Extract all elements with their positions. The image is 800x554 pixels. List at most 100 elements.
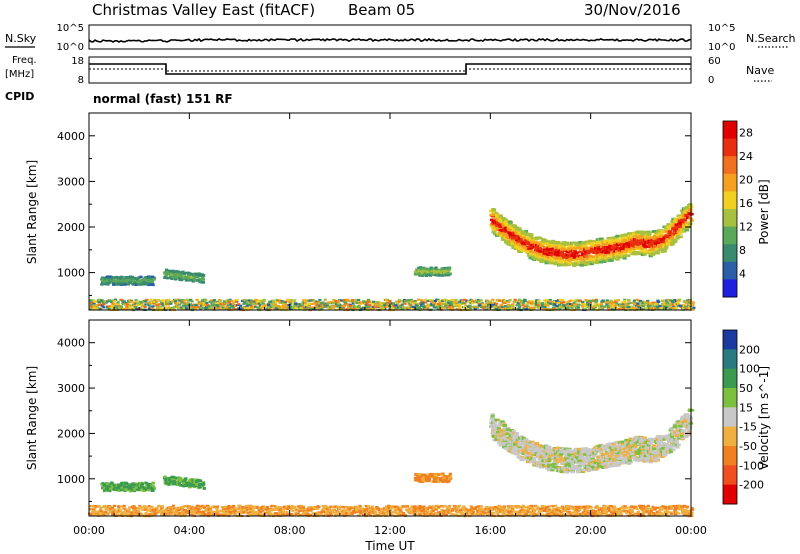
data-cell bbox=[607, 307, 611, 310]
data-cell bbox=[493, 226, 498, 229]
data-cell bbox=[617, 249, 622, 252]
data-cell bbox=[668, 240, 673, 243]
data-cell bbox=[532, 308, 536, 311]
data-cell bbox=[315, 303, 319, 306]
data-cell bbox=[471, 302, 475, 305]
cpid-label: CPID bbox=[5, 90, 34, 103]
data-cell bbox=[334, 303, 339, 306]
data-cell bbox=[505, 432, 510, 436]
data-cell bbox=[485, 305, 489, 308]
data-cell bbox=[102, 278, 106, 281]
data-cell bbox=[529, 252, 534, 256]
data-cell bbox=[547, 245, 552, 249]
data-cell bbox=[371, 307, 375, 310]
data-cell bbox=[500, 420, 505, 423]
data-cell bbox=[493, 426, 498, 430]
data-cell bbox=[546, 253, 551, 257]
data-cell bbox=[549, 451, 554, 455]
data-cell bbox=[662, 250, 667, 253]
data-cell bbox=[532, 250, 537, 254]
data-cell bbox=[576, 306, 581, 309]
data-cell bbox=[547, 457, 553, 461]
data-cell bbox=[217, 307, 221, 310]
data-cell bbox=[671, 242, 676, 245]
data-cell bbox=[400, 300, 404, 303]
data-cell bbox=[665, 240, 670, 243]
data-cell bbox=[357, 303, 361, 306]
data-cell bbox=[618, 457, 623, 460]
data-cell bbox=[417, 269, 421, 272]
data-cell bbox=[503, 438, 508, 441]
data-cell bbox=[599, 450, 604, 453]
data-cell bbox=[586, 303, 590, 306]
data-cell bbox=[587, 307, 592, 310]
data-cell bbox=[161, 302, 165, 305]
data-cell bbox=[152, 278, 156, 281]
data-cell bbox=[138, 303, 142, 306]
data-cell bbox=[556, 301, 561, 304]
data-cell bbox=[639, 301, 643, 304]
data-cell bbox=[501, 301, 505, 304]
data-cell bbox=[574, 303, 578, 306]
data-cell bbox=[568, 244, 573, 248]
data-cell bbox=[553, 460, 558, 464]
data-cell bbox=[600, 250, 605, 254]
data-cell bbox=[165, 307, 169, 310]
nave-label: Nave bbox=[746, 64, 774, 77]
data-cell bbox=[676, 302, 680, 305]
data-cell bbox=[631, 452, 636, 456]
data-cell bbox=[576, 307, 580, 310]
data-cell bbox=[569, 450, 574, 453]
data-cell bbox=[491, 432, 496, 436]
data-cell bbox=[538, 247, 543, 251]
data-cell bbox=[544, 245, 549, 249]
data-cell bbox=[449, 299, 453, 302]
data-cell bbox=[568, 453, 573, 457]
data-cell bbox=[243, 299, 247, 302]
data-cell bbox=[365, 301, 369, 304]
data-cell bbox=[590, 457, 595, 461]
data-cell bbox=[464, 304, 468, 307]
data-cell bbox=[529, 447, 534, 450]
data-cell bbox=[628, 460, 633, 464]
data-cell bbox=[111, 276, 115, 279]
data-cell bbox=[598, 253, 603, 256]
colorbar-tick-label: 4 bbox=[739, 268, 746, 281]
data-cell bbox=[547, 453, 552, 456]
data-cell bbox=[655, 250, 660, 253]
data-cell bbox=[256, 305, 260, 308]
data-cell bbox=[193, 308, 198, 311]
data-cell bbox=[120, 283, 124, 286]
data-cell bbox=[513, 240, 518, 244]
data-cell bbox=[649, 306, 653, 310]
data-cell bbox=[494, 432, 499, 436]
data-cell bbox=[364, 305, 368, 308]
data-cell bbox=[136, 300, 140, 303]
data-cell bbox=[247, 302, 251, 305]
data-cell bbox=[246, 304, 250, 307]
data-cell bbox=[113, 298, 118, 301]
data-cell bbox=[374, 304, 378, 307]
data-cell bbox=[631, 306, 635, 310]
data-cell bbox=[274, 305, 279, 308]
data-cell bbox=[113, 306, 117, 309]
data-cell bbox=[612, 457, 617, 461]
data-cell bbox=[549, 302, 553, 305]
data-cell bbox=[492, 420, 497, 423]
power-data bbox=[88, 203, 696, 312]
data-cell bbox=[183, 277, 187, 280]
data-cell bbox=[233, 299, 237, 302]
data-cell bbox=[532, 449, 537, 453]
data-cell bbox=[199, 301, 203, 304]
data-cell bbox=[541, 459, 546, 463]
data-cell bbox=[525, 240, 530, 244]
data-cell bbox=[432, 306, 436, 309]
data-cell bbox=[492, 228, 497, 231]
data-cell bbox=[575, 467, 581, 471]
data-cell bbox=[496, 306, 500, 309]
data-cell bbox=[606, 259, 611, 262]
data-cell bbox=[348, 304, 352, 307]
data-cell bbox=[128, 299, 132, 302]
data-cell bbox=[623, 299, 627, 303]
data-cell bbox=[495, 234, 500, 237]
